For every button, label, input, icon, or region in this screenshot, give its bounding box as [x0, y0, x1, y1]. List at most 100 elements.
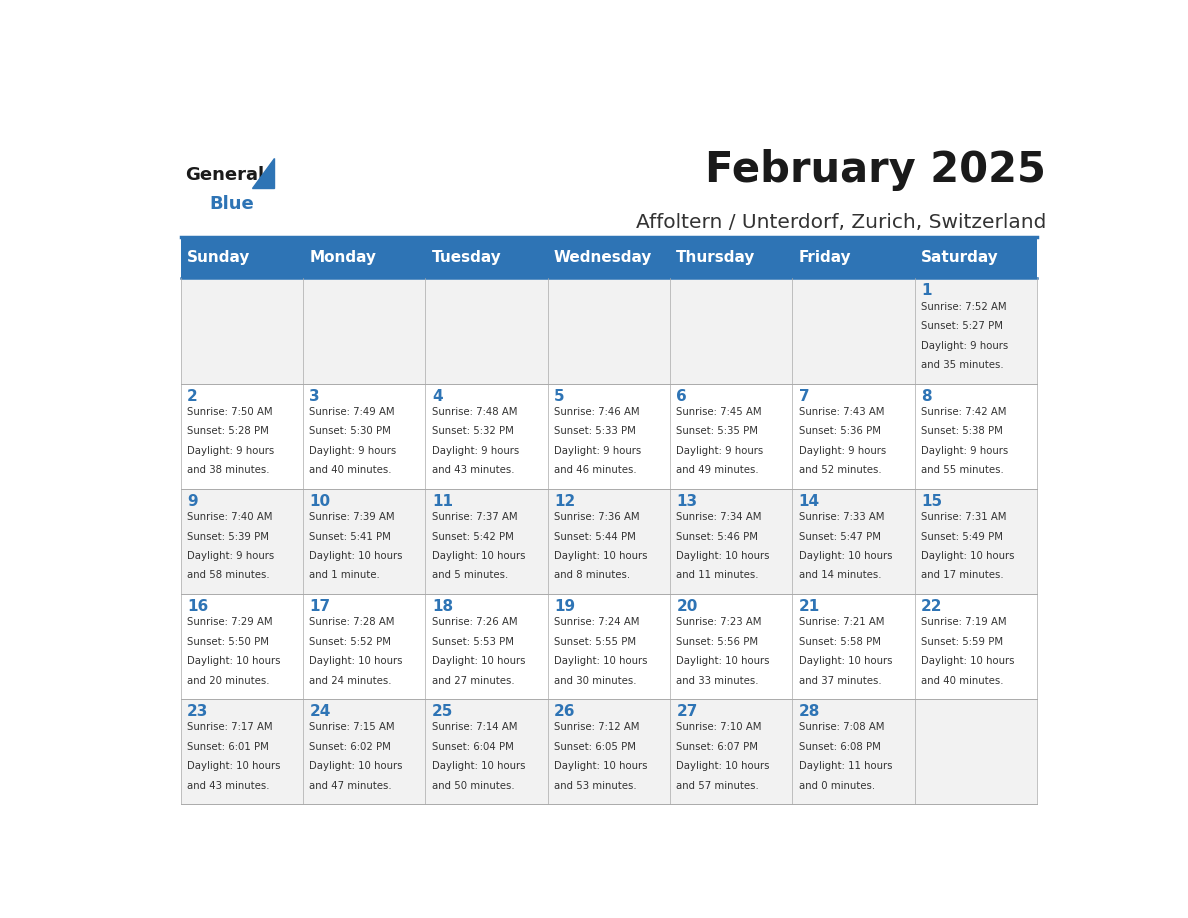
Text: Sunset: 5:58 PM: Sunset: 5:58 PM: [798, 637, 880, 646]
Bar: [181, 700, 1037, 804]
Text: Sunset: 5:56 PM: Sunset: 5:56 PM: [676, 637, 759, 646]
Text: Daylight: 10 hours: Daylight: 10 hours: [310, 656, 403, 666]
Text: Daylight: 10 hours: Daylight: 10 hours: [921, 551, 1015, 561]
Text: Sunset: 5:28 PM: Sunset: 5:28 PM: [188, 426, 268, 436]
Text: Sunrise: 7:17 AM: Sunrise: 7:17 AM: [188, 722, 273, 733]
Text: Sunset: 5:50 PM: Sunset: 5:50 PM: [188, 637, 270, 646]
Text: Daylight: 10 hours: Daylight: 10 hours: [676, 656, 770, 666]
Text: Daylight: 10 hours: Daylight: 10 hours: [310, 551, 403, 561]
Text: 3: 3: [310, 388, 320, 404]
Text: Sunset: 5:59 PM: Sunset: 5:59 PM: [921, 637, 1003, 646]
Text: Sunset: 5:41 PM: Sunset: 5:41 PM: [310, 532, 391, 542]
Text: and 40 minutes.: and 40 minutes.: [310, 465, 392, 476]
Text: 13: 13: [676, 494, 697, 509]
Text: and 50 minutes.: and 50 minutes.: [431, 781, 514, 790]
Text: Sunset: 5:27 PM: Sunset: 5:27 PM: [921, 321, 1003, 331]
Text: 2: 2: [188, 388, 198, 404]
Text: Sunrise: 7:28 AM: Sunrise: 7:28 AM: [310, 617, 394, 627]
Text: Daylight: 10 hours: Daylight: 10 hours: [431, 761, 525, 771]
Text: Daylight: 10 hours: Daylight: 10 hours: [921, 656, 1015, 666]
Text: Daylight: 10 hours: Daylight: 10 hours: [798, 551, 892, 561]
Text: Sunrise: 7:52 AM: Sunrise: 7:52 AM: [921, 302, 1006, 312]
Text: Sunset: 5:44 PM: Sunset: 5:44 PM: [554, 532, 636, 542]
Text: Sunrise: 7:42 AM: Sunrise: 7:42 AM: [921, 407, 1006, 417]
Text: and 30 minutes.: and 30 minutes.: [554, 676, 637, 686]
Text: Daylight: 10 hours: Daylight: 10 hours: [676, 551, 770, 561]
Text: and 20 minutes.: and 20 minutes.: [188, 676, 270, 686]
Text: Sunset: 5:42 PM: Sunset: 5:42 PM: [431, 532, 513, 542]
Text: Sunrise: 7:49 AM: Sunrise: 7:49 AM: [310, 407, 396, 417]
Text: 22: 22: [921, 599, 942, 614]
Text: Daylight: 9 hours: Daylight: 9 hours: [921, 341, 1009, 351]
Text: 26: 26: [554, 704, 576, 719]
Text: Sunset: 5:33 PM: Sunset: 5:33 PM: [554, 426, 636, 436]
Text: Sunset: 6:05 PM: Sunset: 6:05 PM: [554, 742, 636, 752]
Text: Sunrise: 7:19 AM: Sunrise: 7:19 AM: [921, 617, 1006, 627]
Text: and 11 minutes.: and 11 minutes.: [676, 570, 759, 580]
Text: and 24 minutes.: and 24 minutes.: [310, 676, 392, 686]
Text: Friday: Friday: [798, 251, 851, 265]
Text: 21: 21: [798, 599, 820, 614]
Text: Daylight: 10 hours: Daylight: 10 hours: [554, 761, 647, 771]
Text: Sunrise: 7:14 AM: Sunrise: 7:14 AM: [431, 722, 517, 733]
Text: Sunrise: 7:21 AM: Sunrise: 7:21 AM: [798, 617, 884, 627]
Text: and 40 minutes.: and 40 minutes.: [921, 676, 1004, 686]
Text: Sunrise: 7:26 AM: Sunrise: 7:26 AM: [431, 617, 518, 627]
Text: and 27 minutes.: and 27 minutes.: [431, 676, 514, 686]
Polygon shape: [252, 158, 273, 188]
Text: Sunrise: 7:12 AM: Sunrise: 7:12 AM: [554, 722, 639, 733]
Text: and 38 minutes.: and 38 minutes.: [188, 465, 270, 476]
Text: Sunrise: 7:40 AM: Sunrise: 7:40 AM: [188, 512, 273, 522]
Text: and 17 minutes.: and 17 minutes.: [921, 570, 1004, 580]
Text: Sunrise: 7:24 AM: Sunrise: 7:24 AM: [554, 617, 639, 627]
Text: Daylight: 10 hours: Daylight: 10 hours: [676, 761, 770, 771]
Text: 28: 28: [798, 704, 820, 719]
Text: Sunrise: 7:48 AM: Sunrise: 7:48 AM: [431, 407, 517, 417]
Text: Daylight: 11 hours: Daylight: 11 hours: [798, 761, 892, 771]
Text: Daylight: 10 hours: Daylight: 10 hours: [431, 551, 525, 561]
Text: Sunset: 5:38 PM: Sunset: 5:38 PM: [921, 426, 1003, 436]
Text: and 49 minutes.: and 49 minutes.: [676, 465, 759, 476]
Text: 14: 14: [798, 494, 820, 509]
Text: Sunset: 5:46 PM: Sunset: 5:46 PM: [676, 532, 758, 542]
Text: 16: 16: [188, 599, 208, 614]
Text: Daylight: 10 hours: Daylight: 10 hours: [798, 656, 892, 666]
Text: and 1 minute.: and 1 minute.: [310, 570, 380, 580]
Text: February 2025: February 2025: [706, 149, 1047, 191]
Text: and 46 minutes.: and 46 minutes.: [554, 465, 637, 476]
Text: Sunset: 5:36 PM: Sunset: 5:36 PM: [798, 426, 880, 436]
Text: and 35 minutes.: and 35 minutes.: [921, 360, 1004, 370]
Text: 15: 15: [921, 494, 942, 509]
Text: Sunrise: 7:23 AM: Sunrise: 7:23 AM: [676, 617, 762, 627]
Text: 8: 8: [921, 388, 931, 404]
Text: Daylight: 10 hours: Daylight: 10 hours: [554, 551, 647, 561]
Text: Daylight: 9 hours: Daylight: 9 hours: [676, 446, 764, 456]
Text: Blue: Blue: [209, 195, 254, 213]
Text: 25: 25: [431, 704, 453, 719]
Text: Daylight: 10 hours: Daylight: 10 hours: [188, 761, 280, 771]
Bar: [181, 594, 1037, 700]
Text: and 43 minutes.: and 43 minutes.: [431, 465, 514, 476]
Text: Sunset: 6:07 PM: Sunset: 6:07 PM: [676, 742, 758, 752]
Text: Sunrise: 7:45 AM: Sunrise: 7:45 AM: [676, 407, 762, 417]
Text: 5: 5: [554, 388, 564, 404]
Text: Daylight: 9 hours: Daylight: 9 hours: [798, 446, 886, 456]
Text: and 57 minutes.: and 57 minutes.: [676, 781, 759, 790]
Text: Sunrise: 7:36 AM: Sunrise: 7:36 AM: [554, 512, 640, 522]
Text: 20: 20: [676, 599, 697, 614]
Text: and 52 minutes.: and 52 minutes.: [798, 465, 881, 476]
Text: and 47 minutes.: and 47 minutes.: [310, 781, 392, 790]
Text: Tuesday: Tuesday: [431, 251, 501, 265]
Text: 1: 1: [921, 284, 931, 298]
Text: 7: 7: [798, 388, 809, 404]
Text: and 55 minutes.: and 55 minutes.: [921, 465, 1004, 476]
Text: 27: 27: [676, 704, 697, 719]
Text: Daylight: 10 hours: Daylight: 10 hours: [310, 761, 403, 771]
Text: and 14 minutes.: and 14 minutes.: [798, 570, 881, 580]
Text: 18: 18: [431, 599, 453, 614]
Text: Daylight: 9 hours: Daylight: 9 hours: [188, 551, 274, 561]
Text: Daylight: 9 hours: Daylight: 9 hours: [188, 446, 274, 456]
Text: Sunset: 5:55 PM: Sunset: 5:55 PM: [554, 637, 637, 646]
Text: Wednesday: Wednesday: [554, 251, 652, 265]
Text: Sunrise: 7:37 AM: Sunrise: 7:37 AM: [431, 512, 518, 522]
